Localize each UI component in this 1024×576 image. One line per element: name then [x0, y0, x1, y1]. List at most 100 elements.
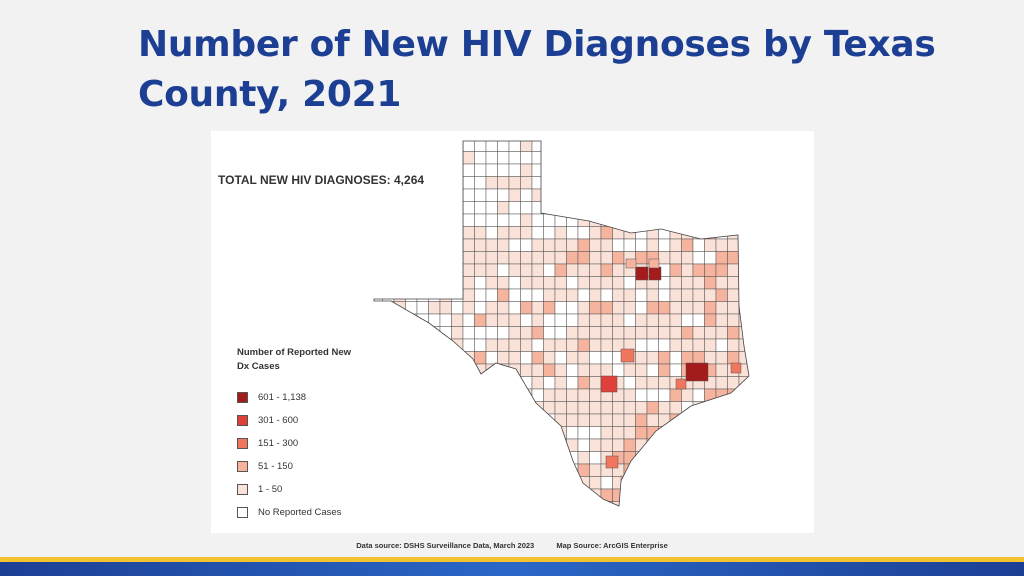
- county: [451, 413, 464, 427]
- county: [566, 326, 579, 340]
- county: [462, 326, 475, 340]
- county: [393, 413, 406, 427]
- data-source-note: Data source: DSHS Surveillance Data, Mar…: [356, 541, 535, 550]
- county: [738, 326, 749, 340]
- county: [405, 263, 418, 277]
- county: [600, 251, 613, 265]
- county: [374, 338, 383, 352]
- county: [520, 313, 533, 327]
- county: [577, 488, 590, 502]
- county: [577, 326, 590, 340]
- county: [497, 388, 510, 402]
- county: [727, 251, 740, 265]
- county: [681, 301, 694, 315]
- county: [600, 476, 613, 490]
- county: [543, 338, 556, 352]
- county: [692, 251, 705, 265]
- county: [474, 351, 487, 365]
- county: [738, 488, 749, 502]
- county: [566, 251, 579, 265]
- county: [508, 488, 521, 502]
- county: [462, 426, 475, 440]
- county: [600, 163, 613, 177]
- county: [646, 413, 659, 427]
- county: [751, 239, 763, 252]
- county: [751, 264, 763, 277]
- county: [577, 451, 590, 465]
- county: [374, 276, 383, 290]
- county: [658, 251, 671, 265]
- county: [405, 501, 418, 506]
- county: [374, 451, 383, 465]
- county: [658, 288, 671, 302]
- county: [451, 226, 464, 240]
- county: [405, 488, 418, 502]
- county: [393, 238, 406, 252]
- county: [692, 163, 705, 177]
- county: [462, 463, 475, 477]
- county: [612, 488, 625, 502]
- county: [635, 251, 648, 265]
- metro-county: [600, 375, 618, 393]
- county: [497, 326, 510, 340]
- texas-county-map: [373, 140, 763, 515]
- county: [577, 163, 590, 177]
- county: [374, 288, 383, 302]
- gold-accent-bar: [0, 557, 1024, 562]
- county: [439, 213, 452, 227]
- county: [508, 438, 521, 452]
- county: [623, 326, 636, 340]
- county: [635, 238, 648, 252]
- county: [751, 177, 763, 190]
- county: [543, 151, 556, 165]
- county: [681, 338, 694, 352]
- county: [462, 488, 475, 502]
- county: [554, 388, 567, 402]
- county: [405, 338, 418, 352]
- county: [382, 251, 395, 265]
- county: [405, 438, 418, 452]
- county: [623, 313, 636, 327]
- county: [451, 388, 464, 402]
- county: [635, 438, 648, 452]
- county: [474, 326, 487, 340]
- county: [658, 301, 671, 315]
- county: [727, 238, 740, 252]
- county: [715, 288, 728, 302]
- county: [577, 141, 590, 152]
- county: [681, 313, 694, 327]
- county: [428, 376, 441, 390]
- county: [497, 401, 510, 415]
- county: [474, 151, 487, 165]
- county: [428, 501, 441, 506]
- county: [738, 401, 749, 415]
- county: [692, 238, 705, 252]
- county: [577, 426, 590, 440]
- county: [589, 141, 602, 152]
- county: [520, 288, 533, 302]
- county: [600, 176, 613, 190]
- county: [727, 288, 740, 302]
- county: [474, 438, 487, 452]
- county: [635, 338, 648, 352]
- county: [715, 326, 728, 340]
- county: [382, 338, 395, 352]
- county: [393, 263, 406, 277]
- county: [623, 401, 636, 415]
- county: [566, 151, 579, 165]
- county: [751, 502, 763, 515]
- county: [374, 438, 383, 452]
- county: [439, 201, 452, 215]
- county: [485, 488, 498, 502]
- county: [543, 276, 556, 290]
- county: [462, 176, 475, 190]
- county: [439, 426, 452, 440]
- county: [635, 226, 648, 240]
- county: [531, 351, 544, 365]
- county: [635, 501, 648, 506]
- county: [727, 313, 740, 327]
- county: [531, 476, 544, 490]
- county: [393, 201, 406, 215]
- county: [658, 201, 671, 215]
- legend-swatch: [237, 461, 248, 472]
